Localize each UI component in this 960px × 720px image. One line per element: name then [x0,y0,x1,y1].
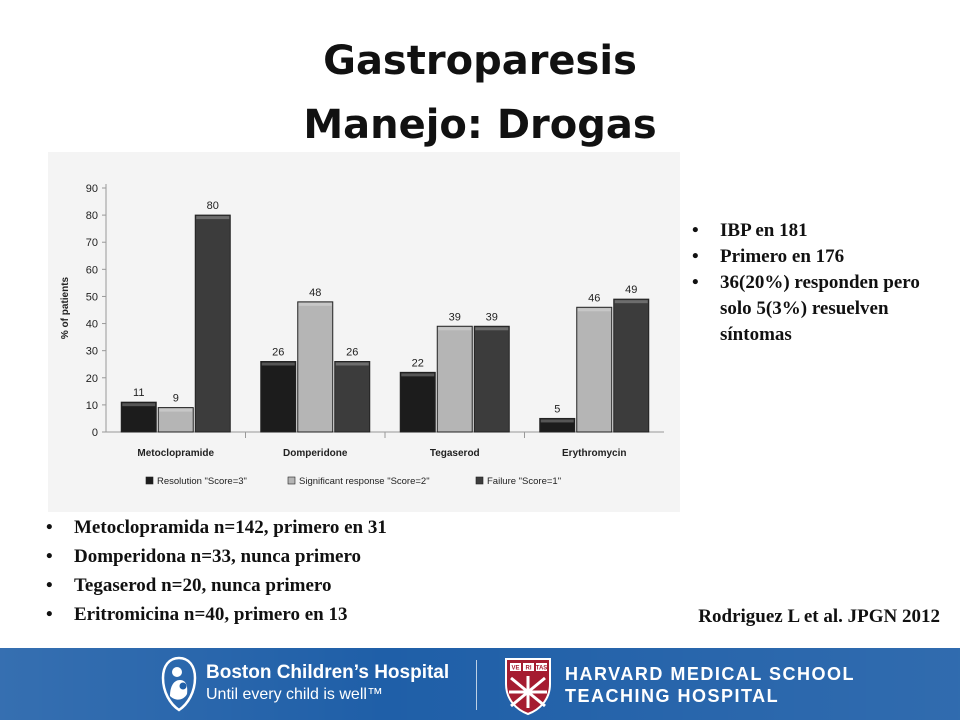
x-tick-label: Metoclopramide [137,448,214,459]
bar-chart: 0 10 20 30 40 50 60 70 80 90 Metoclopramide Domper… [48,152,680,512]
y-tick-label: 0 [92,427,98,439]
bar-highlight [335,362,369,366]
footer-band [0,648,960,720]
data-label: 26 [272,347,284,359]
hms-line1: HARVARD MEDICAL SCHOOL [565,664,856,684]
data-label: 39 [449,311,461,323]
data-label: 22 [412,357,424,369]
y-tick-label: 10 [86,400,98,412]
bar-highlight [475,327,509,331]
shield-letters: VE [511,666,519,672]
x-tick-label: Domperidone [283,448,348,459]
bar [436,325,473,433]
y-tick-label: 70 [86,237,98,249]
bottom-bullet: Metoclopramida n=142, primero en 31 [46,513,606,542]
data-label: 11 [133,387,144,399]
bars: 11 9 80 26 48 26 22 39 39 5 46 49 [120,200,650,433]
slide-title-line1: Gastroparesis [323,38,637,84]
y-tick-label: 60 [86,264,98,276]
data-label: 39 [486,311,498,323]
legend-swatch [145,476,154,485]
y-tick-label: 40 [86,319,98,331]
bottom-bullet: Tegaserod n=20, nunca primero [46,571,606,600]
side-bullet: Primero en 176 [692,244,952,270]
y-tick-label: 50 [86,291,98,303]
footer-divider [476,660,477,710]
bar-highlight [298,302,332,306]
y-tick-label: 90 [86,183,98,195]
bch-name: Boston Children’s Hospital [206,662,450,683]
shield-letters: RI [526,666,532,672]
x-tick-label: Erythromycin [562,448,626,459]
citation: Rodriguez L et al. JPGN 2012 [698,606,940,627]
legend-swatch [475,476,484,485]
bar-highlight [159,408,193,412]
bch-logo-icon [161,656,197,712]
bar-highlight [122,403,156,407]
bar [473,325,510,433]
legend-label: Significant response "Score=2" [299,476,430,487]
bar [334,361,371,433]
side-bullet: 36(20%) responden pero solo 5(3%) resuel… [692,270,952,348]
harvard-shield-icon: VE RI TAS [505,658,551,716]
data-label: 9 [173,393,179,405]
bottom-bullet: Eritromicina n=40, primero en 13 [46,600,606,629]
shield-letters: TAS [536,666,548,672]
bar [576,306,613,433]
bar-highlight [261,362,295,366]
data-label: 46 [588,292,600,304]
y-tick-label: 20 [86,373,98,385]
y-axis-label: % of patients [60,276,71,339]
bottom-bullet-list: Metoclopramida n=142, primero en 31 Domp… [46,513,606,629]
side-bullet: IBP en 181 [692,218,952,244]
data-label: 5 [554,403,560,415]
bar [399,371,436,433]
bar [120,401,157,433]
bar [539,417,576,433]
bar-highlight [577,308,611,312]
bar-highlight [438,327,472,331]
data-label: 80 [207,200,219,212]
y-tick-label: 30 [86,346,98,358]
bar [157,407,194,433]
legend: Resolution "Score=3" Significant response… [145,476,561,487]
data-label: 49 [625,284,637,296]
hms-line2: TEACHING HOSPITAL [565,686,780,706]
data-label: 48 [309,287,321,299]
bar [613,298,650,433]
bottom-bullet: Domperidona n=33, nunca primero [46,542,606,571]
side-bullet-list: IBP en 181 Primero en 176 36(20%) respon… [692,218,952,348]
bar-highlight [196,216,230,220]
bar [297,301,334,433]
slide-title-line2: Manejo: Drogas [303,102,657,148]
x-tick-label: Tegaserod [430,448,480,459]
chart-background [48,152,680,512]
bar-highlight [401,373,435,377]
legend-swatch [287,476,296,485]
legend-label: Failure "Score=1" [487,476,561,487]
bar-highlight [614,300,648,304]
data-label: 26 [346,347,358,359]
y-tick-label: 80 [86,210,98,222]
bar [260,361,297,433]
legend-label: Resolution "Score=3" [157,476,247,487]
bar-highlight [540,419,574,423]
bar [194,214,231,433]
bch-tagline: Until every child is well™ [206,686,383,703]
y-axis: 0 10 20 30 40 50 60 70 80 90 [86,183,107,439]
